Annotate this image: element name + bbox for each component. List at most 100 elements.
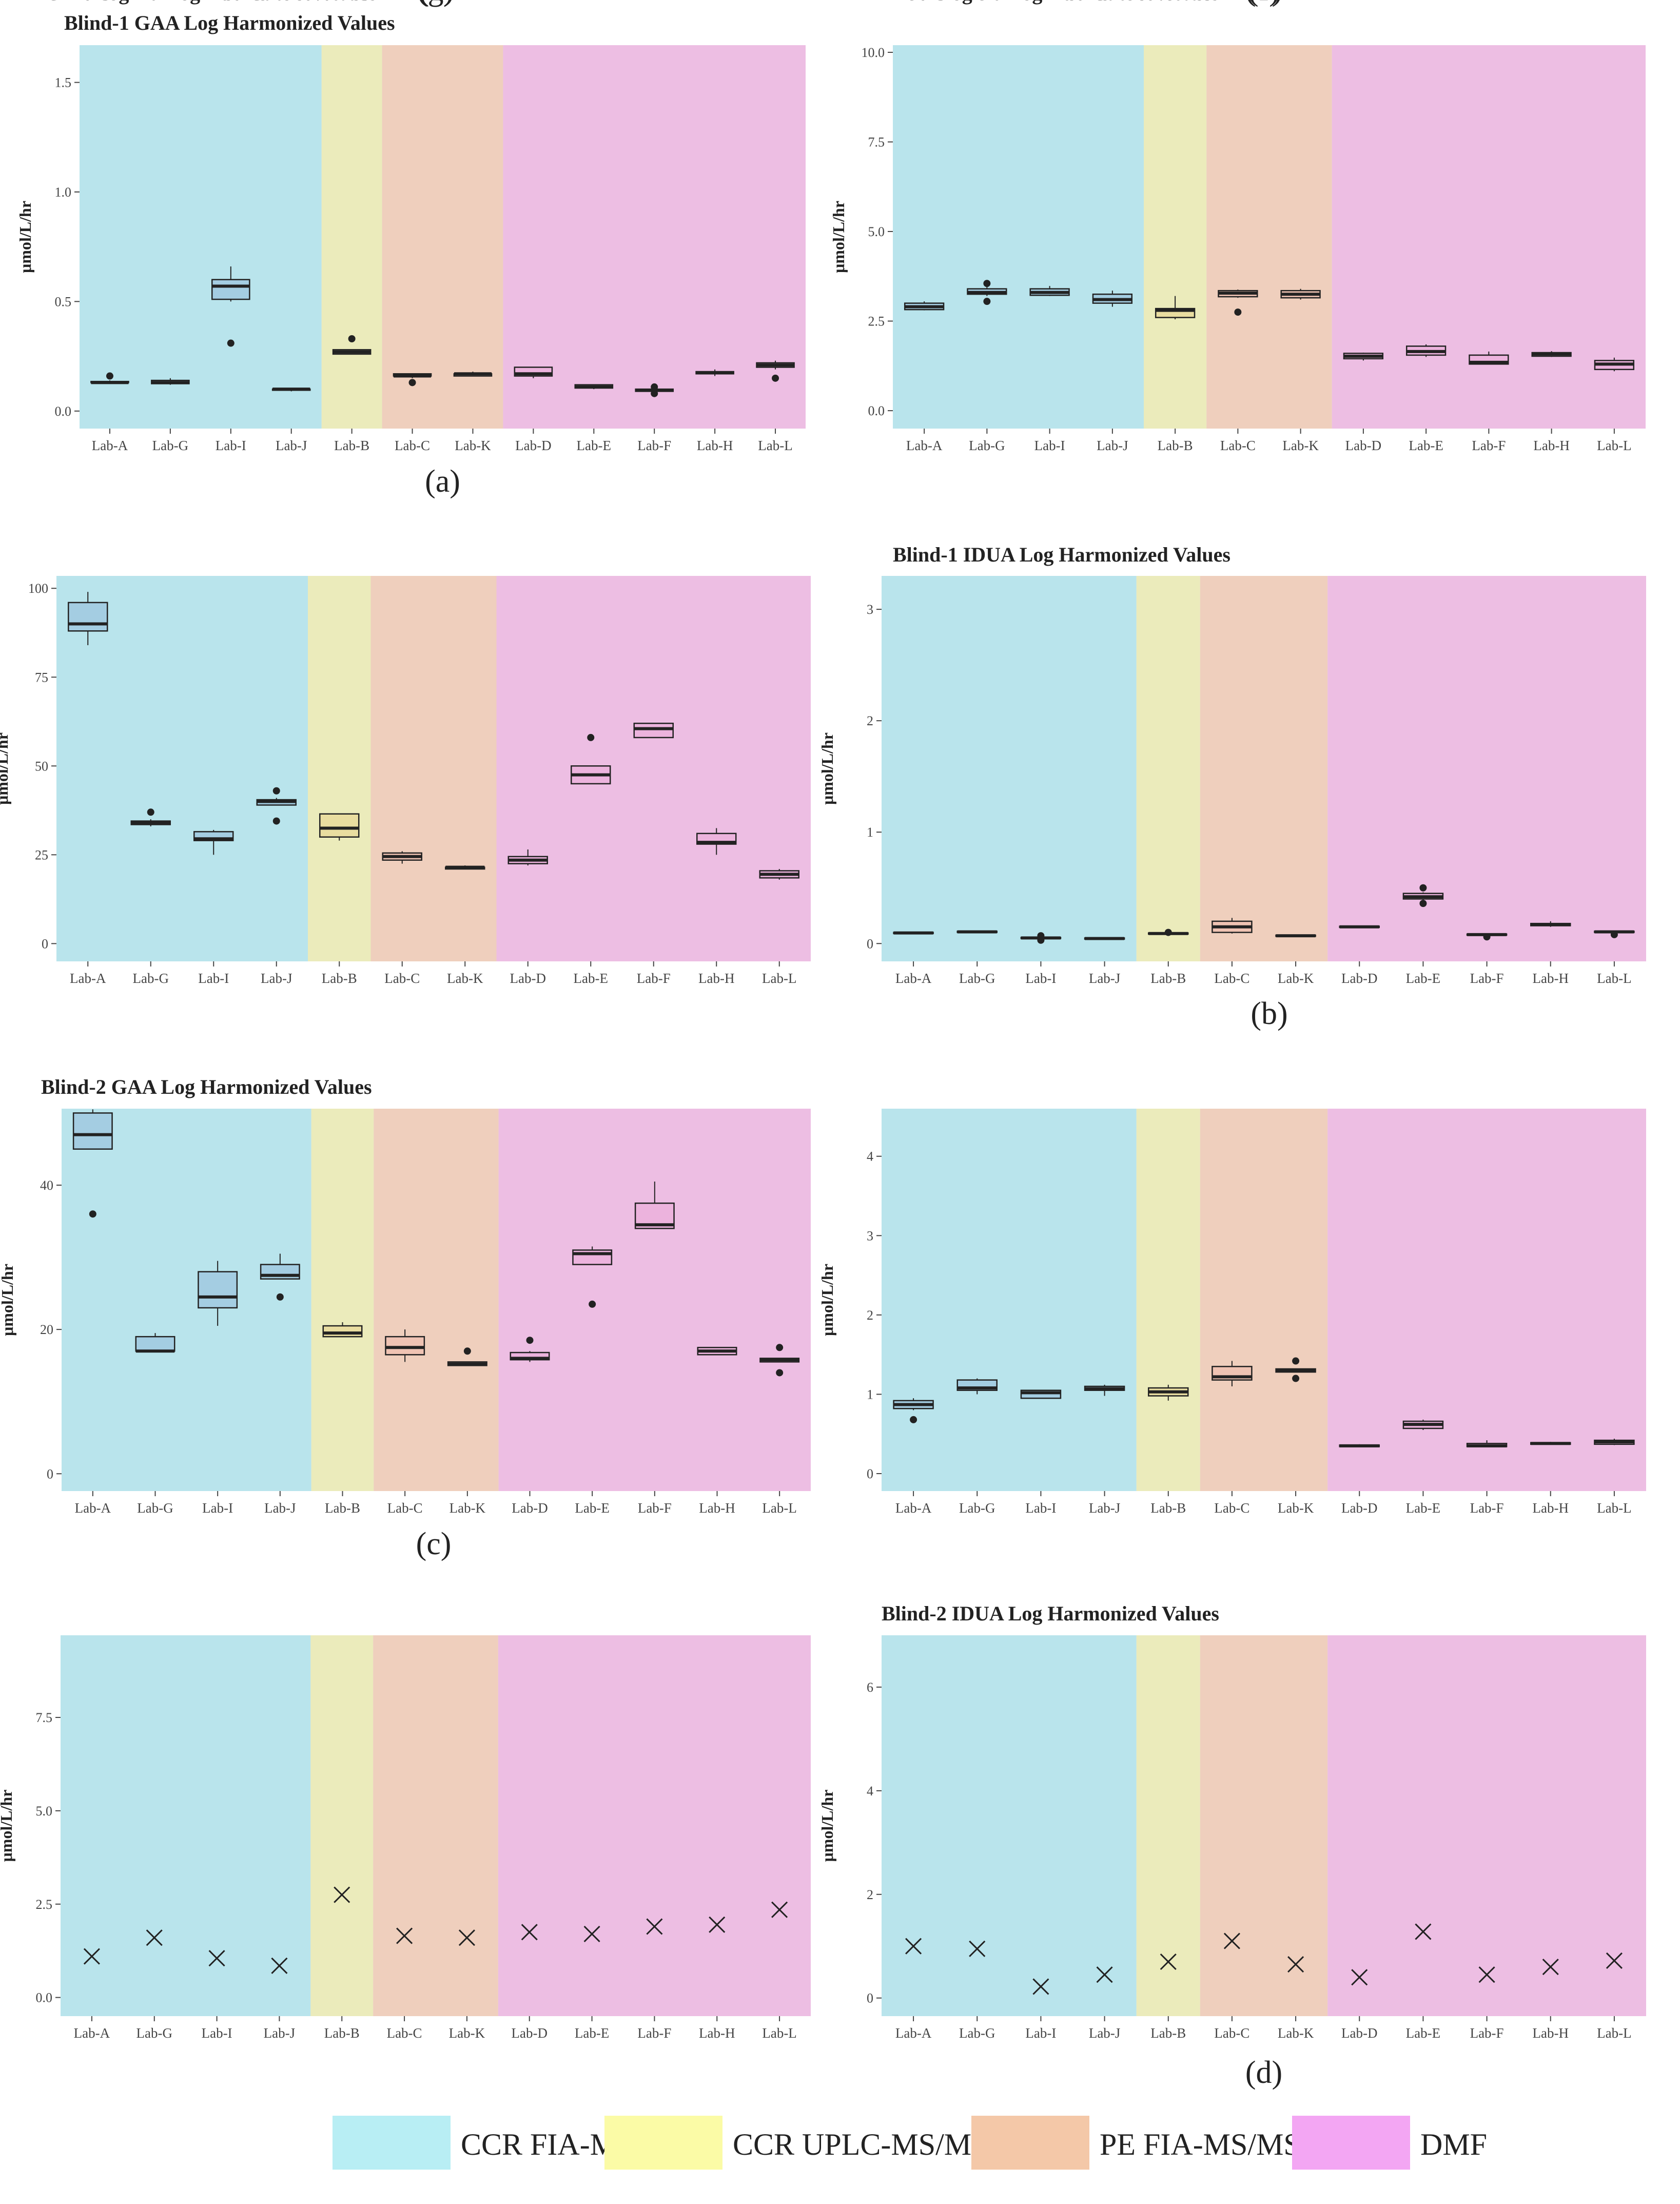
panel-f-xtick-label: Lab-J	[1089, 1500, 1120, 1516]
panel-c-ytick-label: 0	[42, 936, 48, 951]
panel-d-outlier-point	[1164, 929, 1172, 936]
panel-e-outlier-point	[463, 1347, 471, 1355]
panel-e-outlier-point	[589, 1300, 596, 1308]
panel-a-outlier-point	[651, 390, 658, 397]
panel-a-band-ccr_fia	[80, 45, 322, 429]
panel-a-caption: (a)	[425, 464, 460, 499]
panel-d-ytick-label: 3	[867, 602, 873, 617]
panel-a-xtick-label: Lab-J	[276, 438, 307, 453]
panel-d-xtick-label: Lab-A	[895, 971, 932, 986]
panel-f-band-pe_fia	[1200, 1109, 1328, 1491]
panel-h-band-ccr_fia	[882, 1635, 1137, 2016]
panel-b-ytick-label: 2.5	[868, 314, 885, 329]
panel-f-band-ccr_uplc	[1136, 1109, 1200, 1491]
panel-f-xtick-label: Lab-H	[1533, 1500, 1569, 1516]
panel-c-ytick-label: 50	[35, 759, 48, 774]
panel-c-xtick-label: Lab-B	[322, 971, 357, 986]
panel-a-outlier-point	[106, 372, 113, 380]
panel-e-box	[198, 1271, 238, 1309]
panel-c-xtick-label: Lab-I	[198, 971, 229, 986]
legend-label-ccr-uplc: CCR UPLC-MS/MS	[733, 2128, 989, 2161]
panel-e-title: Blind-3 GAA Log Harmonized Values	[46, 0, 377, 5]
panel-h-cutoff-marker	[969, 1940, 986, 1957]
panel-h-xtick-label: Lab-K	[1278, 2025, 1314, 2041]
legend: CCR FIA-MS/MS CCR UPLC-MS/MS PE FIA-MS/M…	[0, 2095, 1680, 2193]
panel-h-xtick-label: Lab-I	[1025, 2025, 1056, 2041]
panel-d-band-pe_fia	[1200, 576, 1328, 961]
panel-f-band-ccr_fia	[882, 1109, 1137, 1491]
panel-a-ytick-label: 1.5	[55, 75, 72, 90]
panel-e-xtick-label: Lab-H	[699, 1500, 735, 1516]
panel-c-caption: (c)	[416, 1526, 452, 1561]
panel-a-xtick-label: Lab-K	[455, 438, 491, 453]
panel-f-ytick-label: 1	[867, 1387, 873, 1402]
panel-e-xtick-label: Lab-B	[325, 1500, 360, 1516]
panel-b-ytick-label: 10.0	[862, 45, 885, 60]
panel-h-cutoff-marker	[1478, 1966, 1495, 1983]
panel-e-outlier-point	[526, 1337, 534, 1344]
panel-c-ytick-label: 100	[28, 581, 48, 596]
panel-b-xtick-label: Lab-E	[1409, 438, 1443, 453]
panel-e-ytick-label: 40	[40, 1178, 53, 1193]
panel-h-xtick-label: Lab-G	[959, 2025, 995, 2041]
panel-b-outlier-point	[983, 298, 991, 305]
panel-f-ytick-label: 0	[867, 1466, 873, 1481]
panel-f-ylabel: μmol/L/hr	[818, 1264, 836, 1336]
panel-b-ylabel: μmol/L/hr	[829, 201, 848, 273]
panel-g-xtick-label: Lab-F	[637, 2025, 671, 2041]
panel-b-ytick-label: 5.0	[868, 224, 885, 239]
panel-f-xtick-label: Lab-B	[1150, 1500, 1186, 1516]
panel-a-band-ccr_uplc	[321, 45, 382, 429]
panel-e-ytick-label: 0	[47, 1466, 53, 1481]
panel-g-band-dmf	[498, 1635, 811, 2016]
panel-g-xtick-label: Lab-I	[202, 2025, 232, 2041]
panel-g-caption: (g)	[417, 0, 454, 7]
panel-c-xtick-label: Lab-L	[762, 971, 796, 986]
panel-d-xtick-label: Lab-B	[1150, 971, 1186, 986]
panel-c-ylabel: μmol/L/hr	[0, 732, 11, 805]
panel-e-xtick-label: Lab-K	[450, 1500, 486, 1516]
panel-g-xtick-label: Lab-L	[762, 2025, 796, 2041]
panel-g-xtick-label: Lab-K	[449, 2025, 485, 2041]
panel-f-xtick-label: Lab-E	[1406, 1500, 1440, 1516]
panel-h-xtick-label: Lab-F	[1470, 2025, 1504, 2041]
panel-g-ytick-label: 5.0	[36, 1804, 53, 1819]
panel-e-outlier-point	[776, 1369, 784, 1377]
panel-c-box	[633, 722, 674, 739]
legend-label-pe-fia: PE FIA-MS/MS	[1100, 2128, 1301, 2161]
panel-d-outlier-point	[1037, 932, 1045, 940]
panel-e-xtick-label: Lab-C	[387, 1500, 423, 1516]
panel-c-outlier-point	[147, 808, 154, 816]
panel-b-xtick-label: Lab-C	[1220, 438, 1256, 453]
panel-d-xtick-label: Lab-L	[1597, 971, 1631, 986]
panel-h-cutoff-marker	[1096, 1966, 1113, 1983]
panel-h-xtick-label: Lab-D	[1341, 2025, 1377, 2041]
panel-a-xtick-label: Lab-I	[216, 438, 246, 453]
panel-e-xtick-label: Lab-D	[512, 1500, 548, 1516]
panel-g-ylabel: μmol/L/hr	[0, 1790, 15, 1862]
panel-g-ytick-label: 0.0	[36, 1990, 53, 2005]
panel-d-xtick-label: Lab-I	[1025, 971, 1056, 986]
panel-c-band-ccr_uplc	[308, 576, 371, 961]
panel-h-cutoff-marker	[1032, 1978, 1049, 1995]
panel-e-outlier-point	[89, 1210, 96, 1218]
panel-c-band-ccr_fia	[56, 576, 308, 961]
panel-h-xtick-label: Lab-H	[1533, 2025, 1569, 2041]
panel-f-ytick-label: 2	[867, 1308, 873, 1323]
panel-f-outlier-point	[1292, 1357, 1300, 1365]
panel-g-cutoff-marker	[709, 1916, 726, 1933]
panel-a-band-dmf	[503, 45, 806, 429]
panel-b-xtick-label: Lab-B	[1158, 438, 1193, 453]
panel-e-band-pe_fia	[374, 1109, 499, 1491]
panel-h-xtick-label: Lab-B	[1150, 2025, 1186, 2041]
panel-e-band-dmf	[498, 1109, 811, 1491]
panel-g-band-ccr_uplc	[310, 1635, 374, 2016]
panel-h-cutoff-marker	[1223, 1932, 1240, 1949]
panel-g-cutoff-marker	[771, 1901, 788, 1918]
panel-g-title: GAA Log Harmonized Cutoff Values	[45, 0, 368, 5]
panel-e-ylabel: μmol/L/hr	[0, 1264, 16, 1336]
panel-c-xtick-label: Lab-A	[70, 971, 106, 986]
panel-h-cutoff-marker	[1160, 1953, 1177, 1970]
panel-b-ytick-label: 7.5	[868, 134, 885, 149]
